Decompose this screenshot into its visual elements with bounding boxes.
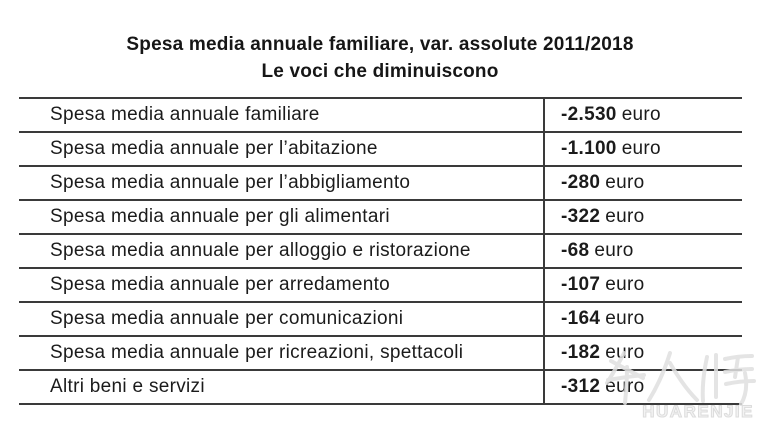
value-unit: euro [594, 240, 634, 261]
value-number: -164 [561, 308, 601, 329]
chart-title: Spesa media annuale familiare, var. asso… [126, 34, 634, 55]
value-number: -1.100 [561, 138, 617, 159]
row-value: -2.530 euro [543, 99, 742, 131]
row-label: Spesa media annuale per gli alimentari [50, 206, 390, 227]
row-label: Spesa media annuale per ricreazioni, spe… [50, 342, 464, 363]
table-row: Spesa media annuale familiare -2.530 euro [19, 97, 742, 131]
row-value: -182 euro [543, 337, 742, 369]
row-value: -312 euro [543, 371, 742, 403]
table-row: Spesa media annuale per ricreazioni, spe… [19, 335, 742, 369]
value-unit: euro [605, 308, 645, 329]
row-value: -1.100 euro [543, 133, 742, 165]
row-label: Spesa media annuale per l’abbigliamento [50, 172, 411, 193]
value-unit: euro [621, 138, 661, 159]
row-value: -68 euro [543, 235, 742, 267]
value-number: -322 [561, 206, 601, 227]
spending-table: Spesa media annuale familiare -2.530 euro S… [19, 97, 742, 405]
table-row: Spesa media annuale per gli alimentari -3… [19, 199, 742, 233]
row-label: Spesa media annuale per l’abitazione [50, 138, 378, 159]
value-unit: euro [605, 376, 645, 397]
title-block: Spesa media annuale familiare, var. asso… [0, 31, 760, 85]
chart-subtitle: Le voci che diminuiscono [261, 61, 499, 82]
value-unit: euro [605, 206, 645, 227]
value-number: -280 [561, 172, 601, 193]
watermark-text: HUARENJIE [642, 402, 754, 422]
value-unit: euro [605, 274, 645, 295]
table-row: Spesa media annuale per alloggio e risto… [19, 233, 742, 267]
value-number: -107 [561, 274, 601, 295]
table-row: Spesa media annuale per arredamento -107 e… [19, 267, 742, 301]
table-row: Spesa media annuale per l’abitazione -1.1… [19, 131, 742, 165]
row-value: -322 euro [543, 201, 742, 233]
table-row: Spesa media annuale per comunicazioni -16… [19, 301, 742, 335]
row-value: -107 euro [543, 269, 742, 301]
value-unit: euro [605, 342, 645, 363]
value-number: -68 [561, 240, 590, 261]
row-label: Spesa media annuale familiare [50, 104, 320, 125]
table-row: Spesa media annuale per l’abbigliamento -… [19, 165, 742, 199]
row-label: Spesa media annuale per comunicazioni [50, 308, 404, 329]
value-number: -182 [561, 342, 601, 363]
row-value: -280 euro [543, 167, 742, 199]
row-label: Spesa media annuale per alloggio e risto… [50, 240, 471, 261]
value-number: -2.530 [561, 104, 617, 125]
row-value: -164 euro [543, 303, 742, 335]
table-row: Altri beni e servizi -312 euro [19, 369, 742, 403]
row-label: Altri beni e servizi [50, 376, 205, 397]
value-number: -312 [561, 376, 601, 397]
value-unit: euro [621, 104, 661, 125]
row-label: Spesa media annuale per arredamento [50, 274, 391, 295]
value-unit: euro [605, 172, 645, 193]
